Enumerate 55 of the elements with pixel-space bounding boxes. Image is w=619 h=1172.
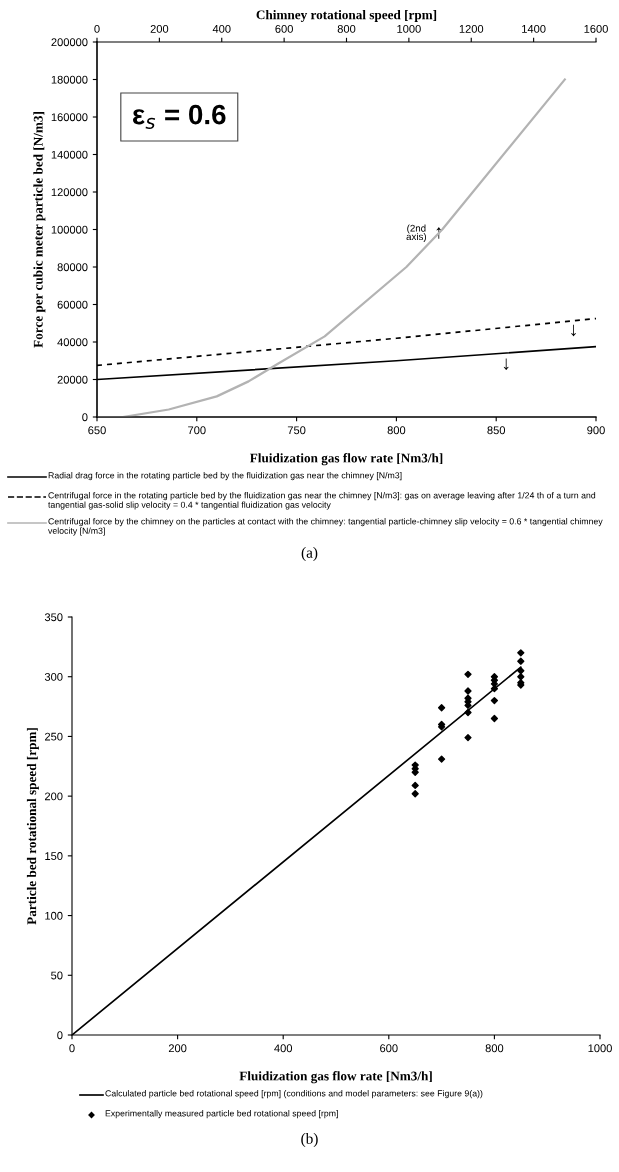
annotation: ↓ <box>503 358 509 371</box>
x-tick-label: 200 <box>168 1044 187 1053</box>
x-axis-title: Fluidization gas flow rate [Nm3/h] <box>249 453 443 466</box>
x2-tick-label: 200 <box>150 24 169 33</box>
x-tick-label: 650 <box>88 426 106 435</box>
y-axis-title: Force per cubic meter particle bed [N/m3] <box>33 112 46 348</box>
x-tick-label: 800 <box>387 426 406 435</box>
x-tick-label: 850 <box>487 426 506 435</box>
y-tick-label: 100 <box>45 911 63 920</box>
annotation: (2nd axis) <box>406 224 427 242</box>
y-tick-label: 250 <box>44 732 63 741</box>
x2-tick-label: 1200 <box>459 24 484 33</box>
x2-tick-label: 1400 <box>522 24 546 33</box>
legend-label: Experimentally measured particle bed rotational speed [rpm] <box>105 1110 338 1119</box>
y-axis-title: Particle bed rotational speed [rpm] <box>26 728 39 925</box>
y-tick-label: 20000 <box>57 375 88 384</box>
y-tick-label: 350 <box>44 613 63 622</box>
y-tick-label: 200000 <box>51 38 88 47</box>
x-tick-label: 600 <box>380 1044 398 1053</box>
y-tick-label: 140000 <box>51 150 88 159</box>
x2-tick-label: 600 <box>275 24 293 33</box>
x2-tick-label: 400 <box>212 24 231 33</box>
text: (a) <box>301 547 318 561</box>
y-tick-label: 180000 <box>51 75 88 84</box>
x2-axis-title: Chimney rotational speed [rpm] <box>256 9 437 22</box>
x-tick-label: 700 <box>188 426 206 435</box>
x-tick-label: 400 <box>274 1044 293 1053</box>
x-tick-label: 750 <box>287 426 306 435</box>
x-axis-title: Fluidization gas flow rate [Nm3/h] <box>239 1071 432 1084</box>
y-tick-label: 120000 <box>51 188 88 197</box>
x2-tick-label: 800 <box>337 24 356 33</box>
x-tick-label: 900 <box>587 426 605 435</box>
y-tick-label: 80000 <box>57 263 88 272</box>
y-tick-label: 300 <box>44 672 63 681</box>
x-tick-label: 800 <box>485 1044 504 1053</box>
y-tick-label: 50 <box>51 971 63 980</box>
annotation: ↓ <box>571 324 576 337</box>
x2-tick-label: 1600 <box>584 24 608 33</box>
x-tick-label: 1000 <box>588 1044 612 1053</box>
y-tick-label: 150 <box>45 852 63 860</box>
annotation: ε$_{s}$ = 0.6 <box>132 104 226 129</box>
y-tick-label: 0 <box>57 1031 63 1040</box>
y-tick-label: 60000 <box>57 300 88 309</box>
x2-tick-label: 1000 <box>397 24 421 33</box>
legend-label: Calculated particle bed rotational speed [rpm] (conditions and model parameters: see Figure 9(a)) <box>105 1090 483 1099</box>
y-tick-label: 0 <box>82 413 88 422</box>
legend-label: Centrifugal force by the chimney on the particles at contact with the chimney: tangential particle-chimney slip velocity = 0.6 * tangential chimney velocity [N/m3] <box>48 518 603 536</box>
x2-tick-label: 0 <box>94 24 100 33</box>
y-tick-label: 40000 <box>57 338 88 347</box>
text: (b) <box>301 1133 318 1147</box>
legend-label: Centrifugal force in the rotating particle bed by the fluidization gas near the chimney [N/m3]: gas on average leaving after 1/24 th of a turn and tangential gas-solid slip velocity = 0.4 * tangential fluidization gas velocity <box>48 492 596 510</box>
y-tick-label: 100000 <box>51 225 88 234</box>
y-tick-label: 200 <box>44 792 63 801</box>
y-tick-label: 160000 <box>51 113 88 122</box>
legend-label: Radial drag force in the rotating particle bed by the fluidization gas near the chimney [N/m3] <box>48 472 402 481</box>
